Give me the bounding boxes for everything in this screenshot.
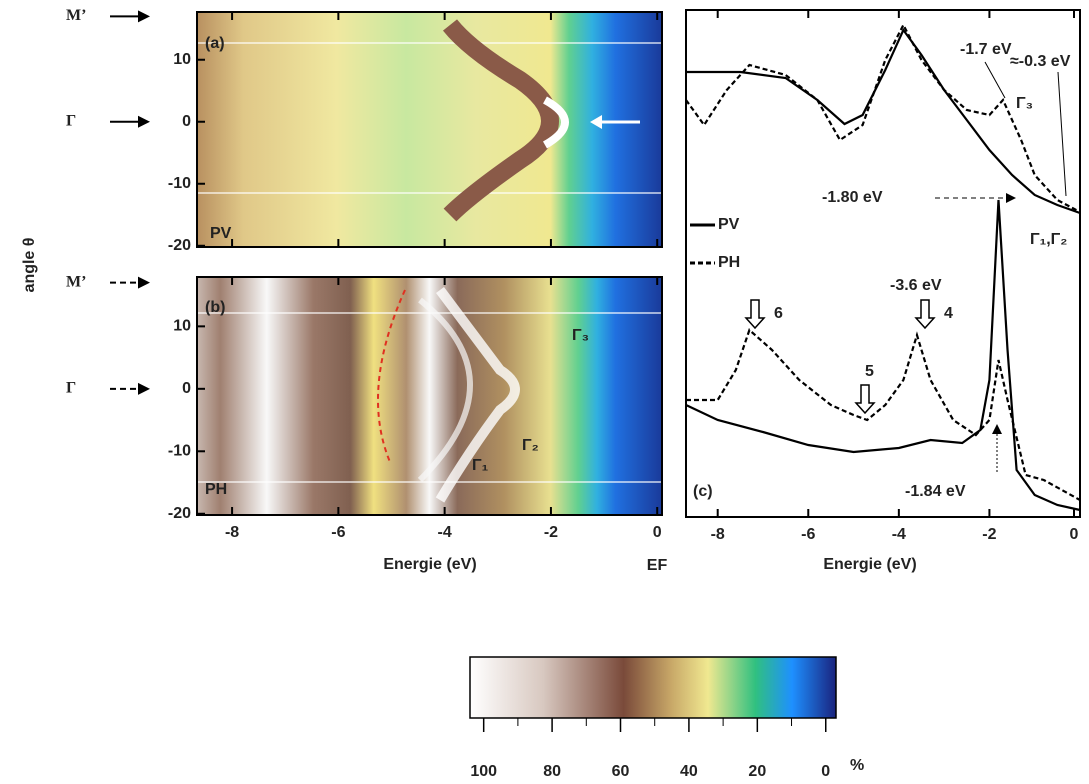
double-arrow — [914, 299, 936, 330]
double-arrow — [854, 384, 876, 415]
y-tick-label: -20 — [168, 505, 191, 522]
colorbar-tick-label: 100 — [470, 763, 497, 780]
row-arrow-head — [138, 276, 150, 289]
annotation: -1.7 eV — [960, 41, 1012, 58]
frame — [196, 276, 663, 516]
frame — [196, 11, 663, 248]
frame — [685, 9, 1081, 518]
annotation: (c) — [693, 483, 713, 500]
line-series — [686, 328, 1081, 501]
colorbar-tick-label: 0 — [821, 763, 830, 780]
pointer-head — [992, 424, 1002, 434]
annotation: (b) — [205, 299, 225, 316]
band — [417, 297, 473, 483]
band-peak — [542, 96, 569, 149]
y-tick-label: 0 — [182, 380, 191, 397]
y-axis-label: angle θ — [21, 238, 38, 293]
row-label: Γ — [66, 112, 76, 129]
x-tick-label: -4 — [892, 526, 906, 543]
annotation: Γ₁ — [472, 457, 489, 474]
band — [435, 287, 520, 503]
x-tick-label: 0 — [653, 524, 662, 541]
band — [442, 19, 559, 222]
line-series — [685, 199, 1081, 512]
y-tick-label: 10 — [173, 318, 191, 335]
heatmap-a — [197, 12, 662, 247]
annotation: -1.84 eV — [905, 483, 966, 500]
x-tick-label: -6 — [331, 524, 345, 541]
annotation: -1.80 eV — [822, 189, 883, 206]
colorbar — [469, 656, 837, 719]
annotation: (a) — [205, 35, 225, 52]
row-label: Γ — [66, 379, 76, 396]
legend-label: PH — [718, 254, 740, 271]
annotation: Γ₁,Γ₂ — [1030, 231, 1067, 248]
annotation: Γ₂ — [522, 437, 539, 454]
x-tick-label: -8 — [225, 524, 239, 541]
colorbar-tick-label: 40 — [680, 763, 698, 780]
pointer — [1057, 71, 1067, 197]
x-tick-label: -2 — [982, 526, 996, 543]
line-series — [685, 22, 1081, 213]
row-arrow-head — [138, 382, 150, 395]
colorbar-tick-label: 60 — [612, 763, 630, 780]
annotation: ≈-0.3 eV — [1010, 53, 1071, 70]
fermi-label: EF — [647, 557, 668, 574]
x-tick-label: -2 — [544, 524, 558, 541]
annotation: 5 — [865, 363, 874, 380]
x-axis-label: Energie (eV) — [383, 556, 476, 573]
double-arrow — [744, 299, 766, 330]
x-tick-label: -8 — [711, 526, 725, 543]
annotation: PH — [205, 481, 227, 498]
y-tick-label: 0 — [182, 113, 191, 130]
annotation: Γ₃ — [572, 327, 589, 344]
x-tick-label: 0 — [1070, 526, 1079, 543]
colorbar-unit: % — [850, 757, 864, 774]
row-label: M’ — [66, 273, 86, 290]
annotation: 6 — [774, 305, 783, 322]
annotation: -3.6 eV — [890, 277, 942, 294]
pointer — [984, 61, 1006, 99]
annotation: PV — [210, 225, 232, 242]
x-tick-label: -6 — [801, 526, 815, 543]
y-tick-label: 10 — [173, 51, 191, 68]
pointer-head — [1006, 193, 1016, 203]
row-arrow-head — [138, 10, 150, 23]
y-tick-label: -10 — [168, 175, 191, 192]
row-label: M’ — [66, 7, 86, 24]
row-arrow-head — [138, 115, 150, 128]
annotation: 4 — [944, 305, 953, 322]
x-tick-label: -4 — [438, 524, 452, 541]
x-axis-label: Energie (eV) — [823, 556, 916, 573]
legend-label: PV — [718, 216, 740, 233]
colorbar-tick-label: 20 — [748, 763, 766, 780]
y-tick-label: -10 — [168, 443, 191, 460]
colorbar-tick-label: 80 — [543, 763, 561, 780]
y-tick-label: -20 — [168, 237, 191, 254]
annotation: Γ₃ — [1016, 95, 1033, 112]
arrow-head — [590, 115, 602, 129]
heatmap-b — [197, 277, 662, 515]
